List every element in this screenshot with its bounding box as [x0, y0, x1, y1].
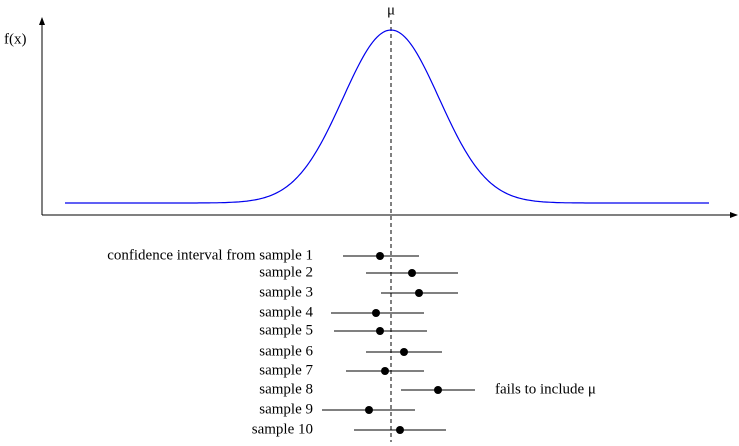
interval-label: sample 3 [259, 284, 313, 300]
interval-label: sample 10 [252, 421, 313, 437]
interval-point [376, 252, 384, 260]
interval-point [381, 367, 389, 375]
interval-label: sample 9 [259, 401, 313, 417]
interval-point [434, 386, 442, 394]
interval-label: sample 6 [259, 343, 313, 359]
interval-point [376, 327, 384, 335]
density-curve [65, 29, 709, 204]
interval-label: sample 8 [259, 381, 313, 397]
interval-point [400, 348, 408, 356]
interval-label: sample 5 [259, 322, 313, 338]
interval-label: sample 7 [259, 362, 313, 378]
mean-label: μ [387, 2, 395, 18]
interval-label: confidence interval from sample 1 [107, 247, 313, 263]
annotation: fails to include μ [495, 381, 596, 397]
interval-point [372, 309, 380, 317]
axis-label: f(x) [4, 31, 27, 47]
interval-label: sample 2 [259, 264, 313, 280]
interval-point [408, 269, 416, 277]
interval-point [415, 289, 423, 297]
interval-point [365, 406, 373, 414]
interval-label: sample 4 [259, 304, 313, 320]
interval-point [396, 426, 404, 434]
